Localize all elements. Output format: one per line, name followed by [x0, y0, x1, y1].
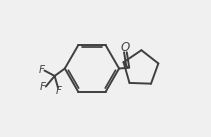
- Text: F: F: [39, 65, 45, 75]
- Text: O: O: [121, 41, 130, 54]
- Text: F: F: [56, 86, 62, 96]
- Text: F: F: [40, 82, 46, 92]
